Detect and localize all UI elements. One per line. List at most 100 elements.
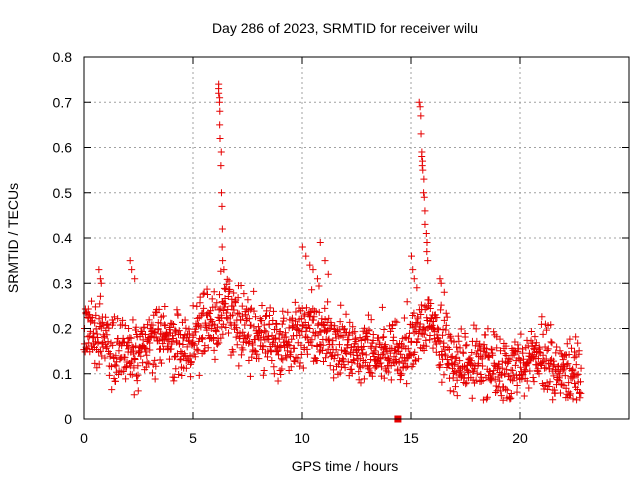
data-point-marker — [121, 353, 129, 361]
data-point-marker — [109, 319, 117, 327]
data-point-marker — [252, 313, 260, 321]
data-point-marker — [420, 330, 428, 338]
data-point-marker — [387, 327, 395, 335]
data-point-marker — [379, 333, 387, 341]
data-point-marker — [225, 329, 233, 337]
data-point-marker — [517, 330, 525, 338]
data-point-marker — [215, 98, 223, 106]
data-point-marker — [437, 306, 445, 314]
data-point-marker — [176, 340, 184, 348]
data-point-marker — [200, 347, 208, 355]
data-point-marker — [189, 302, 197, 310]
data-point-marker — [356, 355, 364, 363]
data-point-marker — [93, 364, 101, 372]
data-point-marker — [450, 361, 458, 369]
data-point-marker — [523, 377, 531, 385]
data-point-marker — [258, 316, 266, 324]
data-point-marker — [112, 352, 120, 360]
data-point-marker — [391, 317, 399, 325]
data-point-marker — [203, 291, 211, 299]
data-point-marker — [349, 356, 357, 364]
data-point-marker — [437, 279, 445, 287]
data-point-marker — [133, 377, 141, 385]
data-point-marker — [102, 313, 110, 321]
data-point-marker — [276, 367, 284, 375]
data-point-marker — [459, 349, 467, 357]
data-point-marker — [394, 365, 402, 373]
data-point-marker — [496, 347, 504, 355]
data-point-marker — [443, 313, 451, 321]
data-point-marker — [497, 387, 505, 395]
data-point-marker — [201, 347, 209, 355]
data-point-marker — [576, 378, 584, 386]
data-point-marker — [220, 266, 228, 274]
data-point-marker — [426, 331, 434, 339]
data-point-marker — [133, 333, 141, 341]
data-point-marker — [378, 363, 386, 371]
data-point-marker — [381, 341, 389, 349]
data-point-marker — [556, 389, 564, 397]
data-point-marker — [213, 299, 221, 307]
data-point-marker — [170, 353, 178, 361]
data-point-marker — [513, 388, 521, 396]
data-point-marker — [525, 384, 533, 392]
data-point-marker — [378, 303, 386, 311]
x-tick-label: 15 — [403, 430, 419, 446]
data-point-marker — [302, 252, 310, 260]
data-point-marker — [371, 347, 379, 355]
data-point-marker — [244, 296, 252, 304]
data-point-marker — [533, 361, 541, 369]
data-point-marker — [372, 343, 380, 351]
data-point-marker — [531, 333, 539, 341]
data-point-marker — [132, 323, 140, 331]
data-point-marker — [568, 374, 576, 382]
data-point-marker — [310, 313, 318, 321]
data-point-marker — [427, 300, 435, 308]
data-point-marker — [330, 355, 338, 363]
y-tick-label: 0.4 — [53, 230, 73, 246]
data-point-marker — [334, 351, 342, 359]
data-point-marker — [217, 267, 225, 275]
data-point-marker — [377, 359, 385, 367]
data-point-marker — [218, 243, 226, 251]
data-point-marker — [108, 386, 116, 394]
data-point-marker — [292, 353, 300, 361]
data-point-marker — [409, 266, 417, 274]
data-point-marker — [190, 341, 198, 349]
data-point-marker — [345, 336, 353, 344]
data-point-marker — [291, 317, 299, 325]
data-point-marker — [97, 320, 105, 328]
data-point-marker — [514, 341, 522, 349]
data-point-marker — [274, 377, 282, 385]
data-point-marker — [435, 337, 443, 345]
data-point-marker — [400, 314, 408, 322]
data-point-marker — [266, 312, 274, 320]
data-point-marker — [277, 343, 285, 351]
data-point-marker — [429, 344, 437, 352]
data-point-marker — [451, 383, 459, 391]
x-axis-ticks: 0 5 10 15 20 — [80, 57, 528, 446]
data-point-marker — [417, 112, 425, 120]
data-point-marker — [311, 307, 319, 315]
data-point-marker — [420, 189, 428, 197]
data-point-marker — [457, 325, 465, 333]
data-point-marker — [240, 290, 248, 298]
data-point-marker — [365, 326, 373, 334]
data-point-marker — [323, 349, 331, 357]
data-point-marker — [290, 344, 298, 352]
data-point-marker — [314, 321, 322, 329]
data-point-marker — [210, 336, 218, 344]
data-point-marker — [306, 261, 314, 269]
data-point-marker — [165, 355, 173, 363]
data-point-marker — [179, 340, 187, 348]
data-point-marker — [440, 339, 448, 347]
data-point-marker — [550, 357, 558, 365]
data-point-marker — [244, 333, 252, 341]
data-point-marker — [303, 350, 311, 358]
data-point-marker — [146, 339, 154, 347]
data-point-marker — [259, 371, 267, 379]
y-tick-label: 0 — [64, 411, 72, 427]
data-point-marker — [277, 355, 285, 363]
data-point-marker — [167, 345, 175, 353]
data-point-marker — [328, 321, 336, 329]
